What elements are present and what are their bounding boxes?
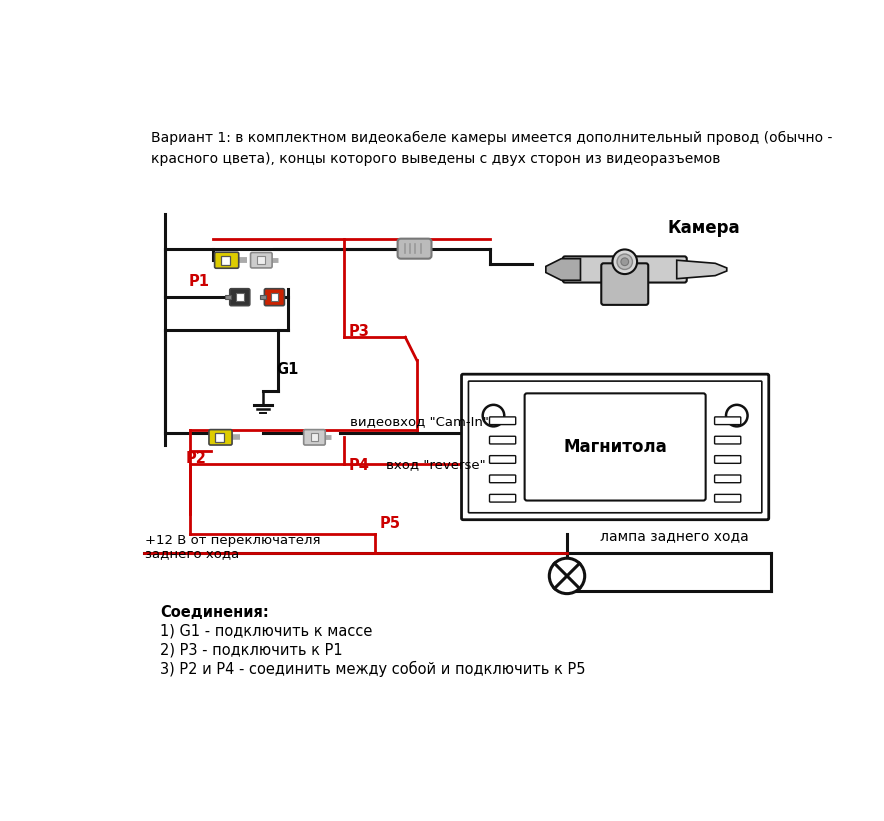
FancyBboxPatch shape xyxy=(260,295,266,300)
FancyBboxPatch shape xyxy=(209,429,232,445)
FancyBboxPatch shape xyxy=(215,252,239,268)
Circle shape xyxy=(726,405,748,426)
FancyBboxPatch shape xyxy=(221,256,230,264)
FancyBboxPatch shape xyxy=(469,381,762,513)
Text: Соединения:: Соединения: xyxy=(161,605,270,620)
Circle shape xyxy=(613,250,637,274)
Text: лампа заднего хода: лампа заднего хода xyxy=(600,529,749,543)
FancyBboxPatch shape xyxy=(310,433,318,441)
Circle shape xyxy=(621,258,629,266)
Text: заднего хода: заднего хода xyxy=(145,548,240,561)
FancyBboxPatch shape xyxy=(398,239,431,259)
FancyBboxPatch shape xyxy=(257,256,265,264)
FancyBboxPatch shape xyxy=(215,433,224,442)
FancyBboxPatch shape xyxy=(236,293,244,301)
Text: Камера: Камера xyxy=(667,219,741,237)
FancyBboxPatch shape xyxy=(304,429,325,445)
Circle shape xyxy=(617,254,632,269)
FancyBboxPatch shape xyxy=(601,264,648,305)
FancyBboxPatch shape xyxy=(225,295,232,300)
Text: 3) Р2 и Р4 - соединить между собой и подключить к Р5: 3) Р2 и Р4 - соединить между собой и под… xyxy=(161,661,586,677)
FancyBboxPatch shape xyxy=(563,256,687,282)
Text: P1: P1 xyxy=(188,274,210,289)
Text: P4: P4 xyxy=(349,458,370,474)
FancyBboxPatch shape xyxy=(490,456,515,463)
Text: Магнитола: Магнитола xyxy=(563,438,667,456)
Text: видеовход "Cam-In": видеовход "Cam-In" xyxy=(350,415,489,429)
Text: G1: G1 xyxy=(276,362,298,377)
Text: +12 В от переключателя: +12 В от переключателя xyxy=(145,534,321,547)
FancyBboxPatch shape xyxy=(230,289,250,305)
FancyBboxPatch shape xyxy=(490,475,515,483)
FancyBboxPatch shape xyxy=(264,289,285,305)
Polygon shape xyxy=(545,259,581,280)
Circle shape xyxy=(483,405,504,426)
Text: Вариант 1: в комплектном видеокабеле камеры имеется дополнительный провод (обычн: Вариант 1: в комплектном видеокабеле кам… xyxy=(151,131,833,166)
Text: 2) Р3 - подключить к Р1: 2) Р3 - подключить к Р1 xyxy=(161,642,343,657)
Circle shape xyxy=(549,558,584,594)
Text: 1) G1 - подключить к массе: 1) G1 - подключить к массе xyxy=(161,624,373,639)
FancyBboxPatch shape xyxy=(714,436,741,444)
FancyBboxPatch shape xyxy=(714,494,741,502)
FancyBboxPatch shape xyxy=(524,393,705,501)
Text: P2: P2 xyxy=(186,452,206,466)
FancyBboxPatch shape xyxy=(250,253,272,268)
FancyBboxPatch shape xyxy=(490,494,515,502)
FancyBboxPatch shape xyxy=(490,417,515,424)
FancyBboxPatch shape xyxy=(714,456,741,463)
Polygon shape xyxy=(677,260,727,278)
FancyBboxPatch shape xyxy=(461,374,769,520)
FancyBboxPatch shape xyxy=(490,436,515,444)
Text: вход "reverse": вход "reverse" xyxy=(386,458,485,470)
FancyBboxPatch shape xyxy=(714,475,741,483)
Text: P5: P5 xyxy=(380,516,401,531)
FancyBboxPatch shape xyxy=(271,293,278,301)
Text: P3: P3 xyxy=(349,323,370,338)
FancyBboxPatch shape xyxy=(714,417,741,424)
